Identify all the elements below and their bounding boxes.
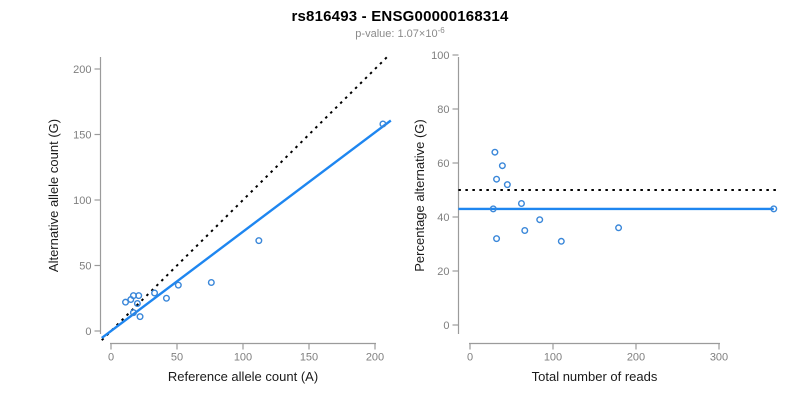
x-tick-label: 100 bbox=[234, 352, 252, 364]
p-value-base: p-value: 1.07×10 bbox=[355, 28, 438, 40]
data-point bbox=[489, 205, 497, 213]
x-tick-label: 150 bbox=[300, 352, 318, 364]
y-tick-label: 150 bbox=[73, 130, 91, 142]
data-point bbox=[493, 235, 501, 243]
y-tick-label: 60 bbox=[437, 158, 449, 170]
p-value-label: p-value: 1.07×10-6 bbox=[0, 26, 800, 40]
x-tick-label: 200 bbox=[627, 352, 645, 364]
data-point bbox=[503, 181, 511, 189]
data-point bbox=[498, 162, 506, 170]
y-tick-label: 20 bbox=[437, 266, 449, 278]
plot-panel-counts: 0 50 100 150 200 0 50 100 150 200 Reference allele… bbox=[46, 55, 392, 384]
x-tick-label: 200 bbox=[366, 352, 384, 364]
y-tick-label: 100 bbox=[431, 50, 449, 62]
data-point bbox=[129, 309, 137, 317]
y-tick-label: 0 bbox=[85, 326, 91, 338]
data-point bbox=[151, 289, 159, 297]
x-tick-label: 0 bbox=[108, 352, 114, 364]
x-axis-title: Total number of reads bbox=[532, 369, 658, 384]
data-point bbox=[174, 281, 182, 289]
y-tick-label: 50 bbox=[79, 261, 91, 273]
data-point bbox=[207, 279, 215, 287]
data-point bbox=[379, 120, 387, 128]
y-tick-label: 0 bbox=[443, 320, 449, 332]
y-tick-label: 100 bbox=[73, 195, 91, 207]
data-point bbox=[536, 216, 544, 224]
y-axis-title: Percentage alternative (G) bbox=[412, 119, 427, 271]
data-point bbox=[133, 299, 141, 307]
p-value-exponent: -6 bbox=[437, 26, 445, 35]
plot-panel-percentage: 0 100 200 300 0 20 40 60 80 100 Total number of re… bbox=[412, 50, 778, 384]
data-point bbox=[162, 294, 170, 302]
chart-title: rs816493 - ENSG00000168314 bbox=[291, 8, 509, 25]
data-point bbox=[255, 237, 263, 245]
data-point bbox=[770, 205, 778, 213]
data-point bbox=[135, 292, 143, 300]
data-point bbox=[557, 237, 565, 245]
x-tick-label: 100 bbox=[544, 352, 562, 364]
data-point bbox=[136, 313, 144, 321]
y-tick-label: 80 bbox=[437, 104, 449, 116]
data-point bbox=[493, 175, 501, 183]
y-tick-label: 40 bbox=[437, 212, 449, 224]
data-point bbox=[491, 148, 499, 156]
x-tick-label: 300 bbox=[710, 352, 728, 364]
chart-header: rs816493 - ENSG00000168314 p-value: 1.07… bbox=[0, 0, 800, 40]
identity-line bbox=[101, 55, 391, 341]
data-point bbox=[521, 226, 529, 234]
y-tick-label: 200 bbox=[73, 64, 91, 76]
x-tick-label: 50 bbox=[171, 352, 183, 364]
x-axis-title: Reference allele count (A) bbox=[168, 369, 318, 384]
data-point bbox=[517, 199, 525, 207]
regression-line bbox=[101, 119, 392, 339]
data-point bbox=[122, 298, 130, 306]
data-point bbox=[615, 224, 623, 232]
x-tick-label: 0 bbox=[467, 352, 473, 364]
y-axis-title: Alternative allele count (G) bbox=[46, 119, 61, 272]
